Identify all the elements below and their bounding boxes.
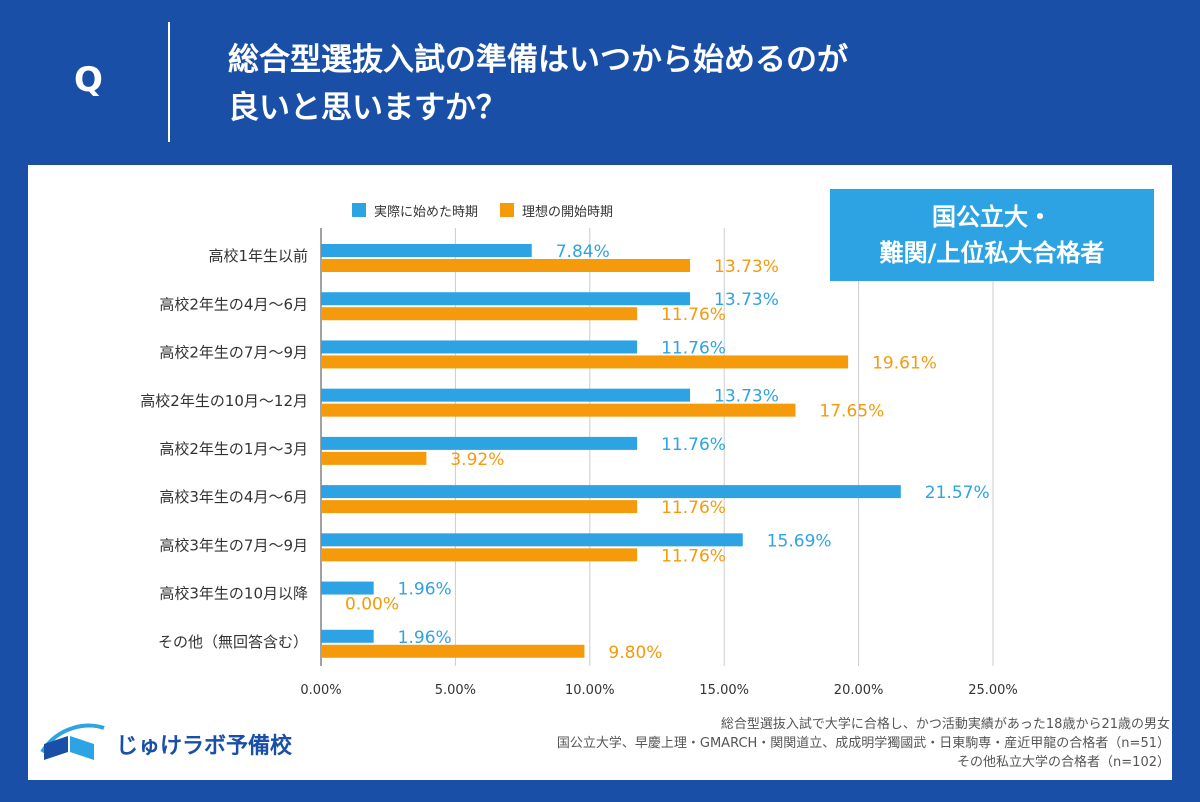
- category-label-2: 高校2年生の7月～9月: [159, 344, 308, 362]
- q-mark: Q: [74, 60, 103, 100]
- x-tick-label-1: 5.00%: [435, 683, 476, 698]
- category-label-0: 高校1年生以前: [208, 247, 308, 265]
- data-label-ideal-8: 9.80%: [608, 643, 662, 663]
- badge-line-1: 国公立大・: [932, 203, 1052, 231]
- data-label-ideal-0: 13.73%: [714, 257, 779, 277]
- legend-item-ideal: 理想の開始時期: [500, 201, 613, 220]
- data-label-ideal-7: 0.00%: [345, 595, 399, 615]
- legend-swatch-actual: [352, 203, 366, 217]
- category-label-4: 高校2年生の1月～3月: [159, 440, 308, 458]
- legend-swatch-ideal: [500, 203, 515, 217]
- bar-actual-4: [321, 436, 638, 450]
- data-label-actual-3: 13.73%: [714, 387, 779, 407]
- chart-legend: 実際に始めた時期 理想の開始時期: [352, 199, 613, 221]
- bar-ideal-8: [321, 644, 585, 658]
- header-divider: [168, 22, 170, 142]
- data-label-actual-0: 7.84%: [556, 242, 610, 262]
- data-label-ideal-5: 11.76%: [661, 498, 726, 518]
- legend-label-actual: 実際に始めた時期: [374, 204, 479, 220]
- data-label-actual-7: 1.96%: [398, 580, 452, 600]
- category-label-8: その他（無回答含む）: [158, 633, 308, 651]
- brand-logo: じゅけラボ予備校: [38, 722, 292, 766]
- bar-actual-7: [321, 581, 374, 595]
- category-label-1: 高校2年生の4月～6月: [159, 295, 308, 313]
- legend-item-actual: 実際に始めた時期: [352, 201, 478, 220]
- bar-actual-0: [321, 244, 532, 257]
- bar-ideal-1: [321, 307, 638, 321]
- data-label-actual-1: 13.73%: [714, 290, 779, 310]
- question-line-2: 良いと思いますか？: [228, 90, 507, 126]
- data-label-ideal-3: 17.65%: [819, 402, 884, 422]
- category-label-7: 高校3年生の10月以降: [159, 585, 308, 603]
- data-label-actual-8: 1.96%: [398, 628, 452, 648]
- x-tick-label-4: 20.00%: [834, 683, 884, 698]
- x-tick-label-0: 0.00%: [300, 683, 341, 698]
- x-tick-label-2: 10.00%: [565, 683, 615, 698]
- respondent-badge: 国公立大・ 難関/上位私大合格者: [830, 189, 1154, 281]
- bar-actual-1: [321, 292, 691, 306]
- data-label-ideal-2: 19.61%: [872, 353, 937, 373]
- bar-actual-5: [321, 485, 901, 499]
- footnote-line-1: 総合型選抜入試で大学に合格し、かつ活動実績があった18歳から21歳の男女: [720, 717, 1170, 732]
- data-label-ideal-4: 3.92%: [450, 450, 504, 470]
- footnote-line-3: その他私立大学の合格者（n=102）: [957, 755, 1170, 770]
- x-tick-label-5: 25.00%: [968, 683, 1018, 698]
- data-label-ideal-1: 11.76%: [661, 305, 726, 325]
- bar-ideal-6: [321, 548, 638, 562]
- bar-ideal-3: [321, 403, 796, 417]
- bar-ideal-0: [321, 259, 691, 272]
- badge-line-2: 難関/上位私大合格者: [879, 239, 1105, 267]
- bar-actual-8: [321, 629, 374, 643]
- data-label-actual-2: 11.76%: [661, 338, 726, 358]
- legend-label-ideal: 理想の開始時期: [522, 204, 614, 220]
- bar-actual-2: [321, 340, 638, 354]
- x-tick-label-3: 15.00%: [699, 683, 749, 698]
- question-line-1: 総合型選抜入試の準備はいつから始めるのが: [228, 42, 848, 78]
- data-label-actual-6: 15.69%: [767, 531, 832, 551]
- logo-text: じゅけラボ予備校: [116, 734, 293, 759]
- data-label-actual-5: 21.57%: [925, 483, 990, 503]
- question-title: 総合型選抜入試の準備はいつから始めるのが 良いと思いますか？: [228, 36, 1148, 132]
- data-label-actual-4: 11.76%: [661, 435, 726, 455]
- category-label-3: 高校2年生の10月～12月: [140, 392, 308, 410]
- bar-ideal-5: [321, 500, 638, 514]
- book-icon: [40, 723, 105, 760]
- header: Q 総合型選抜入試の準備はいつから始めるのが 良いと思いますか？: [0, 0, 1200, 165]
- bar-ideal-2: [321, 355, 849, 369]
- footnote-line-2: 国公立大学、早慶上理・GMARCH・関関道立、成成明学獨國武・日東駒専・産近甲龍…: [556, 736, 1170, 751]
- bar-ideal-4: [321, 451, 427, 465]
- category-label-5: 高校3年生の4月～6月: [159, 488, 308, 506]
- data-label-ideal-6: 11.76%: [661, 546, 726, 566]
- bar-actual-6: [321, 533, 743, 547]
- bar-actual-3: [321, 388, 691, 402]
- category-label-6: 高校3年生の7月～9月: [159, 536, 308, 554]
- footnote: 総合型選抜入試で大学に合格し、かつ活動実績があった18歳から21歳の男女 国公立…: [557, 715, 1170, 772]
